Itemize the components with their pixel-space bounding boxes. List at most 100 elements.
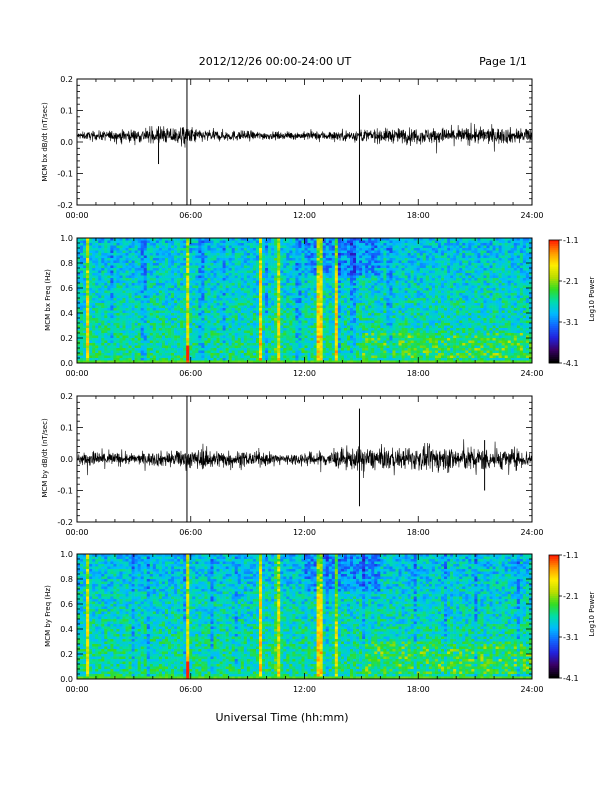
- spectrogram-cell: [177, 283, 181, 286]
- spectrogram-cell: [271, 295, 275, 299]
- spectrogram-cell: [183, 325, 187, 329]
- spectrogram-cell: [177, 270, 181, 274]
- spectrogram-cell: [304, 310, 308, 314]
- spectrogram-cell: [231, 298, 236, 301]
- spectrogram-cell: [310, 238, 314, 241]
- spectrogram-cell: [234, 325, 239, 329]
- spectrogram-cell: [322, 243, 327, 246]
- spectrogram-cell: [180, 345, 184, 349]
- spectrogram-cell: [192, 265, 196, 269]
- spectrogram-cell: [119, 298, 123, 301]
- spectrogram-cell: [104, 335, 108, 339]
- spectrogram-cell: [274, 298, 278, 301]
- spectrogram-cell: [277, 338, 281, 341]
- spectrogram-cell: [368, 283, 372, 286]
- spectrogram-cell: [134, 310, 138, 314]
- spectrogram-cell: [268, 295, 272, 299]
- spectrogram-cell: [134, 248, 138, 251]
- spectrogram-cell: [83, 258, 87, 261]
- spectrogram-cell: [325, 268, 330, 271]
- spectrogram-cell: [319, 248, 323, 251]
- spectrogram-cell: [116, 305, 120, 309]
- spectrogram-cell: [265, 310, 269, 314]
- spectrogram-cell: [337, 333, 342, 336]
- spectrogram-cell: [268, 290, 272, 294]
- spectrogram-cell: [265, 345, 269, 349]
- spectrogram-cell: [237, 313, 242, 316]
- spectrogram-cell: [131, 263, 135, 266]
- spectrogram-cell: [158, 255, 163, 259]
- spectrogram-cell: [168, 290, 172, 294]
- spectrogram-cell: [307, 263, 311, 266]
- spectrogram-cell: [346, 358, 351, 361]
- spectrogram-cell: [255, 345, 260, 349]
- spectrogram-cell: [322, 360, 327, 364]
- spectrogram-cell: [216, 315, 220, 319]
- spectrogram-cell: [177, 343, 181, 346]
- spectrogram-cell: [195, 260, 199, 264]
- spectrogram-cell: [268, 320, 272, 324]
- spectrogram-cell: [359, 293, 363, 296]
- spectrogram-cell: [189, 285, 193, 289]
- spectrogram-cell: [110, 338, 114, 341]
- spectrogram-cell: [201, 350, 205, 354]
- spectrogram-cell: [110, 285, 114, 289]
- spectrogram-cell: [328, 270, 333, 274]
- spectrogram-cell: [137, 238, 141, 241]
- spectrogram-cell: [125, 258, 129, 261]
- spectrogram-cell: [158, 350, 163, 354]
- spectrogram-cell: [152, 325, 157, 329]
- spectrogram-cell: [204, 320, 208, 324]
- x-tick-label: 00:00: [65, 211, 88, 220]
- spectrogram-cell: [201, 278, 205, 281]
- spectrogram-cell: [343, 248, 348, 251]
- spectrogram-cell: [356, 275, 360, 279]
- panel-bx-freq: MCM bx Freq (Hz) 00:00 06:00 12:00 18:00 24:…: [44, 234, 544, 378]
- spectrogram-cell: [249, 318, 254, 321]
- spectrogram-cell: [307, 283, 311, 286]
- spectrogram-cell: [168, 328, 172, 331]
- spectrogram-cell: [340, 355, 345, 359]
- spectrogram-cell: [134, 285, 138, 289]
- spectrogram-cell: [207, 338, 211, 341]
- spectrogram-cell: [234, 335, 239, 339]
- spectrogram-cell: [231, 260, 236, 264]
- spectrogram-cell: [359, 253, 363, 256]
- spectrogram-cell: [104, 280, 108, 284]
- spectrogram-cell: [83, 255, 87, 259]
- spectrogram-cell: [113, 268, 117, 271]
- spectrogram-cell: [98, 275, 102, 279]
- spectrogram-cell: [331, 260, 336, 264]
- spectrogram-cell: [286, 273, 290, 276]
- spectrogram-cell: [152, 305, 157, 309]
- spectrogram-cell: [131, 273, 135, 276]
- spectrogram-cell: [301, 318, 305, 321]
- spectrogram-cell: [168, 330, 172, 334]
- spectrogram-cell: [350, 280, 354, 284]
- spectrogram-cell: [271, 325, 275, 329]
- spectrogram-cell: [301, 313, 305, 316]
- spectrogram-cell: [283, 333, 287, 336]
- spectrogram-cell: [140, 260, 145, 264]
- spectrogram-cell: [237, 238, 242, 241]
- spectrogram-cell: [107, 348, 111, 351]
- spectrogram-cell: [207, 280, 211, 284]
- spectrogram-cell: [116, 330, 120, 334]
- spectrogram-cell: [340, 273, 345, 276]
- spectrogram-cell: [222, 290, 226, 294]
- spectrogram-cell: [137, 328, 141, 331]
- spectrogram-cell: [161, 248, 166, 251]
- spectrogram-cell: [343, 320, 348, 324]
- spectrogram-cell: [298, 275, 302, 279]
- spectrogram-cell: [286, 360, 290, 364]
- spectrogram-cell: [128, 343, 132, 346]
- spectrogram-cell: [325, 263, 330, 266]
- spectrogram-cell: [301, 260, 305, 264]
- spectrogram-cell: [310, 258, 314, 261]
- spectrogram-cell: [116, 303, 120, 306]
- spectrogram-cell: [174, 333, 178, 336]
- spectrogram-cell: [180, 263, 184, 266]
- spectrogram-cell: [98, 313, 102, 316]
- spectrogram-cell: [240, 313, 245, 316]
- ylabel-bx-dbdt: MCM bx dB/dt (nT/sec): [41, 102, 49, 182]
